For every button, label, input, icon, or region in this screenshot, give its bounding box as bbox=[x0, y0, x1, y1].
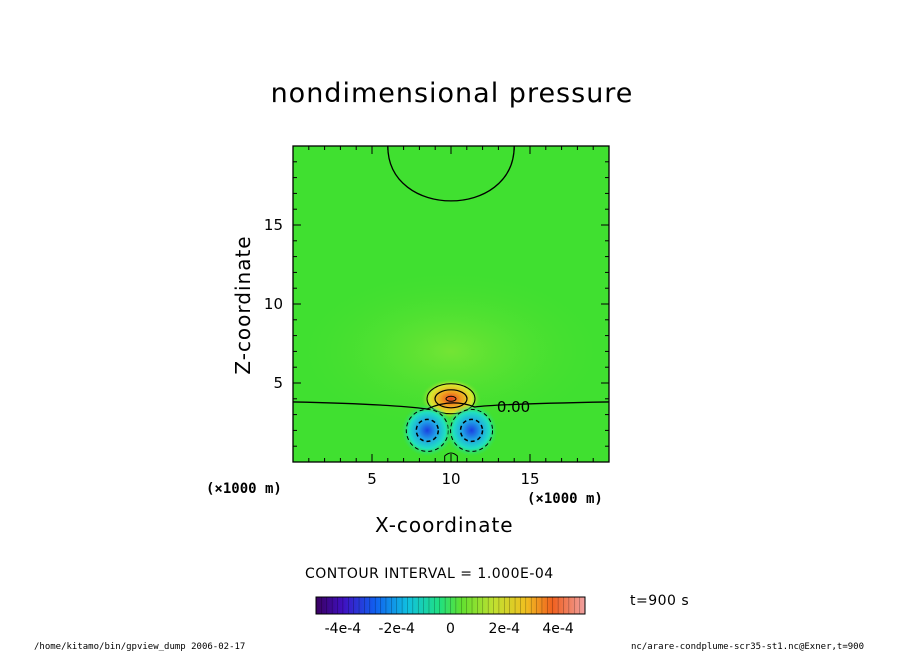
bottom-contour bbox=[444, 452, 458, 462]
top-contour bbox=[387, 146, 515, 202]
y-axis-unit: (×1000 m) bbox=[206, 481, 282, 497]
colorbar-tick-label-2: 0 bbox=[446, 621, 455, 637]
negative-contour-inner-2 bbox=[459, 418, 484, 443]
x-tick-label-0: 5 bbox=[367, 470, 377, 488]
x-tick-label-2: 15 bbox=[520, 470, 539, 488]
y-tick-label-2: 15 bbox=[264, 216, 283, 234]
zero-contour bbox=[293, 401, 609, 410]
positive-contour-inner bbox=[445, 395, 457, 402]
colorbar-tick-label-3: 2e-4 bbox=[488, 621, 521, 637]
colorbar-tick-label-4: 4e-4 bbox=[542, 621, 574, 637]
negative-contour-outer-2 bbox=[450, 408, 494, 452]
contour-interval-label: CONTOUR INTERVAL = 1.000E-04 bbox=[305, 566, 554, 582]
time-label: t=900 s bbox=[630, 593, 690, 609]
positive-contour-outer bbox=[426, 383, 476, 415]
field-halo bbox=[301, 271, 601, 432]
zero-contour-label: 0.00 bbox=[497, 398, 530, 416]
positive-contour-mid bbox=[434, 389, 468, 409]
x-axis-unit: (×1000 m) bbox=[527, 491, 603, 507]
footer-left-text: /home/kitamo/bin/gpview_dump 2006-02-17 bbox=[34, 642, 246, 652]
y-tick-label-0: 5 bbox=[273, 374, 283, 392]
negative-min-fill-2 bbox=[445, 404, 498, 457]
colorbar bbox=[316, 597, 585, 614]
colorbar-frame bbox=[315, 596, 586, 615]
colorbar-tick-label-0: -4e-4 bbox=[324, 621, 362, 637]
x-axis-label: X-coordinate bbox=[375, 513, 514, 537]
footer-right-text: nc/arare-condplume-scr35-st1.nc@Exner,t=… bbox=[631, 642, 864, 652]
colorbar-tick-label-1: -2e-4 bbox=[378, 621, 415, 637]
y-tick-label-1: 10 bbox=[264, 295, 283, 313]
chart-title: nondimensional pressure bbox=[270, 78, 634, 109]
negative-contour-inner-1 bbox=[415, 418, 440, 443]
x-tick-label-1: 10 bbox=[441, 470, 460, 488]
negative-min-fill-1 bbox=[401, 404, 454, 457]
